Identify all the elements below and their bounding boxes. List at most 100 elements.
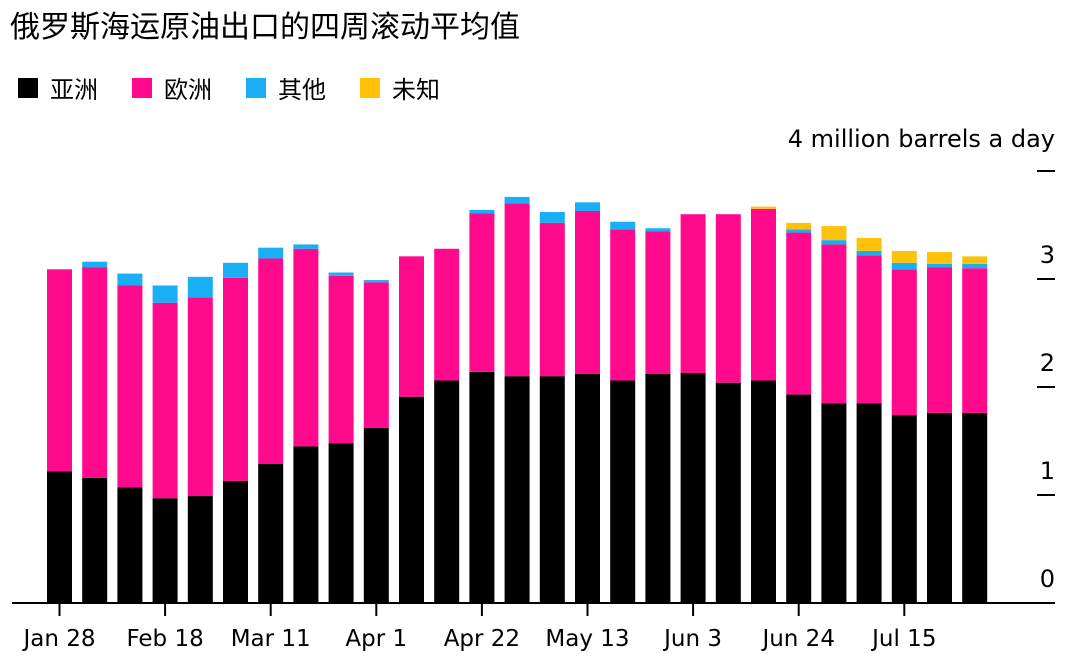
bar-segment-europe — [293, 248, 319, 447]
bar-segment-europe — [223, 277, 248, 481]
bar-segment-other — [152, 285, 178, 303]
bar-segment-asia — [152, 498, 178, 603]
legend-item-asia: 亚洲 — [18, 70, 98, 105]
bar-segment-europe — [751, 208, 776, 381]
legend-swatch-other — [246, 77, 266, 98]
x-tick-label: Apr 22 — [444, 626, 520, 652]
x-tick-label: Jun 24 — [760, 626, 835, 652]
y-tick-label: 1 — [1040, 457, 1055, 485]
bar-segment-asia — [434, 380, 460, 603]
bar-segment-unknown — [821, 226, 847, 241]
bar-segment-asia — [645, 374, 671, 603]
chart-title: 俄罗斯海运原油出口的四周滚动平均值 — [10, 10, 520, 45]
bar-segment-europe — [786, 232, 812, 395]
bar-segment-asia — [469, 371, 495, 603]
bar-segment-asia — [821, 403, 847, 603]
bar-segment-other — [539, 212, 565, 223]
legend-item-unknown: 未知 — [360, 70, 440, 105]
legend-swatch-europe — [132, 77, 152, 98]
legend: 亚洲 欧洲 其他 未知 — [18, 70, 474, 105]
legend-swatch-unknown — [360, 77, 380, 98]
legend-label-asia: 亚洲 — [50, 76, 98, 104]
legend-swatch-asia — [18, 77, 38, 98]
bar-segment-other — [504, 196, 530, 204]
bar-segment-other — [821, 240, 847, 245]
bar-segment-asia — [187, 496, 213, 603]
bar-segment-europe — [610, 229, 636, 381]
bar-segment-asia — [47, 471, 72, 603]
bar-segment-other — [856, 250, 882, 256]
bar-segment-asia — [715, 382, 741, 603]
bar-segment-unknown — [962, 256, 988, 264]
bar-segment-other — [223, 262, 248, 278]
bar-segment-other — [117, 273, 143, 286]
bar-segment-europe — [504, 203, 530, 377]
bar-segment-asia — [856, 403, 882, 603]
x-tick-label: Feb 18 — [126, 626, 203, 652]
bar-segment-europe — [152, 302, 178, 499]
bar-segment-asia — [223, 480, 248, 603]
bar-segment-asia — [891, 415, 917, 603]
bar-segment-other — [645, 228, 671, 232]
bar-segment-unknown — [786, 222, 812, 230]
bar-segment-europe — [434, 248, 460, 381]
bar-segment-unknown — [751, 206, 776, 209]
bar-segment-other — [610, 221, 636, 230]
bar-segment-asia — [363, 428, 389, 603]
bar-segment-asia — [293, 446, 319, 603]
bar-segment-other — [82, 261, 108, 268]
bar-segment-europe — [645, 231, 671, 375]
x-tick-label: May 13 — [545, 626, 629, 652]
bar-segment-asia — [539, 376, 565, 603]
bar-segment-europe — [328, 275, 354, 444]
legend-label-unknown: 未知 — [392, 76, 440, 104]
x-tick-label: Apr 1 — [345, 626, 407, 652]
y-axis-unit-label: 4 million barrels a day — [788, 125, 1055, 153]
bar-segment-asia — [504, 376, 530, 603]
bar-segment-europe — [469, 213, 495, 372]
x-tick-label: Mar 11 — [231, 626, 311, 652]
bar-segment-other — [328, 272, 354, 276]
bar-segment-europe — [715, 214, 741, 383]
bar-segment-asia — [610, 380, 636, 603]
bar-segment-asia — [575, 374, 600, 603]
bar-segment-europe — [187, 297, 213, 497]
bar-segment-unknown — [927, 252, 952, 264]
x-tick-label: Jan 28 — [21, 626, 95, 652]
bar-segment-europe — [363, 282, 389, 429]
bar-segment-asia — [328, 443, 354, 603]
bar-segment-europe — [258, 258, 284, 464]
x-tick-label: Jun 3 — [662, 626, 722, 652]
legend-label-other: 其他 — [278, 76, 326, 104]
bar-segment-europe — [962, 268, 988, 413]
bar-segment-europe — [821, 244, 847, 404]
bar-segment-asia — [927, 412, 952, 603]
bar-segment-other — [293, 244, 319, 249]
bar-segment-other — [962, 263, 988, 269]
bar-segment-other — [891, 262, 917, 270]
bar-segment-asia — [82, 477, 108, 603]
bar-segment-other — [187, 276, 213, 298]
bar-segment-europe — [117, 285, 143, 488]
y-tick-label: 2 — [1040, 349, 1055, 377]
bar-segment-other — [927, 263, 952, 268]
bar-segment-other — [469, 209, 495, 214]
bar-segment-other — [786, 229, 812, 233]
bar-segment-asia — [680, 372, 706, 603]
bar-segment-asia — [258, 463, 284, 603]
bar-segment-europe — [47, 269, 72, 472]
bar-segment-europe — [680, 214, 706, 373]
legend-item-other: 其他 — [246, 70, 326, 105]
bar-segment-asia — [399, 396, 424, 603]
bar-segment-europe — [927, 267, 952, 413]
y-tick-label: 3 — [1040, 241, 1055, 269]
bar-segment-asia — [117, 487, 143, 603]
bar-segment-europe — [891, 269, 917, 416]
bar-segment-europe — [539, 222, 565, 377]
x-tick-label: Jul 15 — [870, 626, 936, 652]
bar-segment-other — [258, 247, 284, 259]
bar-segment-asia — [751, 380, 776, 603]
bar-segment-unknown — [856, 237, 882, 251]
bar-segment-europe — [82, 267, 108, 478]
